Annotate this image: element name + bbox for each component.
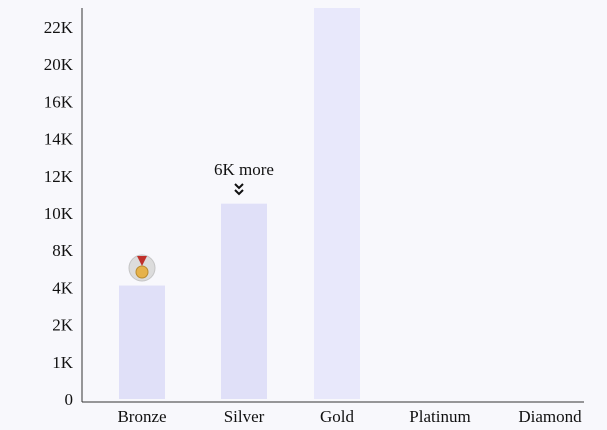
x-axis-ticks: Bronze Silver Gold Platinum Diamond xyxy=(117,407,582,426)
bar xyxy=(221,203,267,399)
x-tick-label: Silver xyxy=(224,407,265,426)
medal-icon xyxy=(128,254,156,282)
y-axis-ticks: 0 1K 2K 4K 8K 10K 12K 14K 16K 20K 22K xyxy=(44,18,74,409)
y-tick-label: 2K xyxy=(52,316,74,335)
y-tick-label: 4K xyxy=(52,278,74,297)
goal-annotation-text: 6K more xyxy=(214,160,274,179)
x-tick-label: Bronze xyxy=(117,407,166,426)
goal-annotation: 6K more xyxy=(214,160,274,196)
bar xyxy=(119,285,165,399)
y-tick-label: 0 xyxy=(65,390,74,409)
y-tick-label: 10K xyxy=(44,204,74,223)
y-tick-label: 20K xyxy=(44,55,74,74)
y-tick-label: 16K xyxy=(44,92,74,111)
y-tick-label: 8K xyxy=(52,241,74,260)
x-tick-label: Diamond xyxy=(518,407,582,426)
bar xyxy=(314,8,360,399)
x-tick-label: Platinum xyxy=(409,407,470,426)
y-tick-label: 22K xyxy=(44,18,74,37)
bars-group xyxy=(119,8,360,399)
double-chevron-down-icon xyxy=(234,183,244,196)
y-tick-label: 14K xyxy=(44,130,74,149)
y-tick-label: 12K xyxy=(44,167,74,186)
x-tick-label: Gold xyxy=(320,407,355,426)
y-tick-label: 1K xyxy=(52,353,74,372)
